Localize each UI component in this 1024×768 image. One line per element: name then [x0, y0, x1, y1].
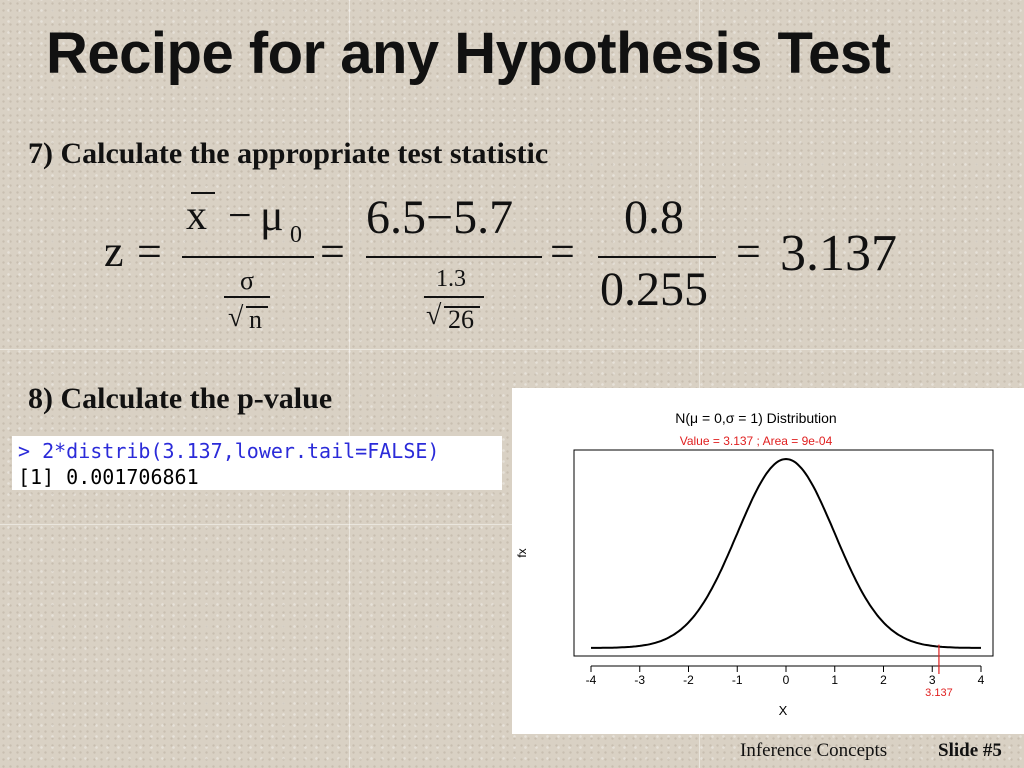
step-8-heading: 8) Calculate the p-value — [28, 382, 333, 415]
sd-value: 1.3 — [436, 266, 466, 292]
n-symbol: n — [249, 305, 262, 334]
x-tick-label: 1 — [831, 673, 838, 687]
r-command-line: > 2*distrib(3.137,lower.tail=FALSE) — [18, 438, 496, 464]
bg-gridline — [349, 0, 350, 768]
r-prompt: > — [18, 439, 31, 463]
x-tick-label: -2 — [683, 673, 694, 687]
fraction-bar — [224, 296, 270, 298]
chart-svg: N(μ = 0,σ = 1) Distribution Value = 3.13… — [515, 410, 994, 718]
equals-sign: = — [137, 227, 162, 276]
bg-gridline — [0, 349, 1024, 350]
density-curve — [591, 457, 981, 649]
x-tick-label: 2 — [880, 673, 887, 687]
sqrt-bar — [444, 306, 480, 308]
r-console-output: > 2*distrib(3.137,lower.tail=FALSE) [1] … — [12, 436, 502, 490]
mu-symbol: μ — [260, 191, 284, 240]
numerator-value: 6.5−5.7 — [366, 191, 514, 244]
r-result-line: [1] 0.001706861 — [18, 465, 199, 489]
chart-subtitle: Value = 3.137 ; Area = 9e-04 — [680, 434, 833, 448]
overbar — [191, 192, 215, 194]
x-tick-label: -4 — [586, 673, 597, 687]
mu-subscript: 0 — [290, 222, 302, 248]
normal-distribution-chart: N(μ = 0,σ = 1) Distribution Value = 3.13… — [512, 388, 1024, 734]
plot-frame — [573, 449, 994, 657]
minus-sign: − — [228, 193, 252, 239]
z-symbol: z — [104, 227, 124, 276]
equals-sign: = — [320, 227, 345, 276]
fraction-bar — [598, 256, 716, 258]
footer-course-name: Inference Concepts — [740, 740, 888, 761]
sigma-symbol: σ — [240, 266, 255, 295]
sqrt-bar — [246, 306, 268, 308]
slide-title: Recipe for any Hypothesis Test — [46, 21, 891, 86]
numerator-value: 0.8 — [624, 191, 684, 244]
step-7-heading: 7) Calculate the appropriate test statis… — [28, 137, 549, 170]
sqrt-icon: √ — [426, 300, 442, 331]
x-tick-label: -3 — [634, 673, 645, 687]
sqrt-icon: √ — [228, 302, 244, 333]
equals-sign: = — [550, 227, 575, 276]
x-tick-label: 3 — [929, 673, 936, 687]
equals-sign: = — [736, 227, 761, 276]
sample-size-value: 26 — [448, 305, 474, 334]
bg-gridline — [699, 0, 700, 768]
z-result-value: 3.137 — [780, 225, 897, 282]
fraction-bar — [366, 256, 542, 258]
fraction-bar — [424, 296, 484, 298]
chart-title: N(μ = 0,σ = 1) Distribution — [675, 410, 836, 426]
value-marker-label: 3.137 — [925, 687, 953, 699]
footer-slide-number: Slide #5 — [938, 740, 1002, 761]
y-axis-label: fx — [515, 548, 529, 557]
x-tick-label: 4 — [978, 673, 985, 687]
x-tick-label: 0 — [783, 673, 790, 687]
standard-error-value: 0.255 — [600, 263, 708, 316]
xbar-symbol: x — [186, 193, 207, 239]
fraction-bar — [182, 256, 314, 258]
x-axis-label: X — [779, 703, 788, 718]
x-tick-label: -1 — [732, 673, 743, 687]
r-command: 2*distrib(3.137,lower.tail=FALSE) — [42, 439, 440, 463]
